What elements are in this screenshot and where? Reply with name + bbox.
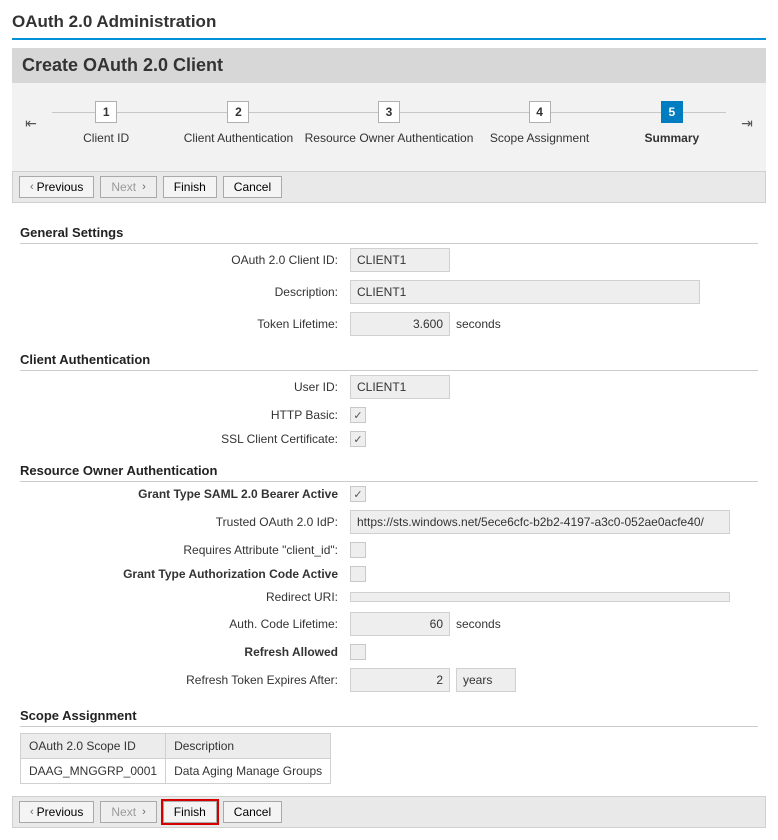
wizard-step-number: 1 xyxy=(95,101,117,123)
wizard-step-2[interactable]: 2 Client Authentication xyxy=(172,101,304,145)
section-scope-assignment: Scope Assignment xyxy=(20,702,758,727)
toolbar-top: ‹Previous Next › Finish Cancel xyxy=(12,171,766,203)
wizard-step-4[interactable]: 4 Scope Assignment xyxy=(473,101,605,145)
wizard-step-label: Client Authentication xyxy=(184,131,293,145)
wizard-step-label: Summary xyxy=(645,131,700,145)
title-underline xyxy=(12,38,766,40)
label-redirect-uri: Redirect URI: xyxy=(20,590,350,604)
chevron-right-icon: › xyxy=(139,181,146,193)
previous-button-bottom[interactable]: ‹Previous xyxy=(19,801,94,823)
finish-button-bottom[interactable]: Finish xyxy=(163,801,217,823)
value-token-lifetime: 3.600 xyxy=(350,312,450,336)
wizard-step-number: 5 xyxy=(661,101,683,123)
next-button-bottom: Next › xyxy=(100,801,156,823)
value-refresh-expires: 2 xyxy=(350,668,450,692)
label-saml-bearer: Grant Type SAML 2.0 Bearer Active xyxy=(20,487,350,501)
section-client-authentication: Client Authentication xyxy=(20,346,758,371)
unit-token-lifetime: seconds xyxy=(456,317,501,331)
previous-button[interactable]: ‹Previous xyxy=(19,176,94,198)
table-cell: Data Aging Manage Groups xyxy=(166,759,331,784)
table-cell: DAAG_MNGGRP_0001 xyxy=(21,759,166,784)
checkbox-refresh-allowed xyxy=(350,644,366,660)
toolbar-bottom: ‹Previous Next › Finish Cancel xyxy=(12,796,766,828)
wizard-step-number: 4 xyxy=(529,101,551,123)
table-header: OAuth 2.0 Scope ID xyxy=(21,734,166,759)
scope-table: OAuth 2.0 Scope IDDescription DAAG_MNGGR… xyxy=(20,733,331,784)
value-redirect-uri xyxy=(350,592,730,602)
finish-button[interactable]: Finish xyxy=(163,176,217,198)
checkbox-saml-bearer: ✓ xyxy=(350,486,366,502)
chevron-right-icon: › xyxy=(139,806,146,818)
wizard-step-label: Client ID xyxy=(83,131,129,145)
cancel-button[interactable]: Cancel xyxy=(223,176,282,198)
panel-header: Create OAuth 2.0 Client xyxy=(12,48,766,83)
section-resource-owner-auth: Resource Owner Authentication xyxy=(20,457,758,482)
chevron-left-icon: ‹ xyxy=(30,806,34,818)
checkbox-http-basic: ✓ xyxy=(350,407,366,423)
value-user-id: CLIENT1 xyxy=(350,375,450,399)
wizard-start-icon: ⇤ xyxy=(22,115,40,132)
label-auth-code-active: Grant Type Authorization Code Active xyxy=(20,567,350,581)
wizard-roadmap: ⇤ 1 Client ID 2 Client Authentication 3 Resou… xyxy=(12,83,766,171)
wizard-step-1[interactable]: 1 Client ID xyxy=(40,101,172,145)
checkbox-ssl-cert: ✓ xyxy=(350,431,366,447)
label-refresh-expires: Refresh Token Expires After: xyxy=(20,673,350,687)
wizard-step-number: 2 xyxy=(227,101,249,123)
unit-refresh-expires: years xyxy=(456,668,516,692)
content-area: General Settings OAuth 2.0 Client ID: CL… xyxy=(12,203,766,788)
cancel-button-bottom[interactable]: Cancel xyxy=(223,801,282,823)
label-description: Description: xyxy=(20,285,350,299)
wizard-step-label: Scope Assignment xyxy=(490,131,589,145)
wizard-end-icon: ⇥ xyxy=(738,115,756,132)
label-ssl-cert: SSL Client Certificate: xyxy=(20,432,350,446)
label-http-basic: HTTP Basic: xyxy=(20,408,350,422)
checkbox-auth-code-active xyxy=(350,566,366,582)
value-trusted-idp: https://sts.windows.net/5ece6cfc-b2b2-41… xyxy=(350,510,730,534)
label-user-id: User ID: xyxy=(20,380,350,394)
table-header: Description xyxy=(166,734,331,759)
label-authcode-lifetime: Auth. Code Lifetime: xyxy=(20,617,350,631)
label-refresh-allowed: Refresh Allowed xyxy=(20,645,350,659)
page-title: OAuth 2.0 Administration xyxy=(12,12,766,38)
label-client-id: OAuth 2.0 Client ID: xyxy=(20,253,350,267)
wizard-step-label: Resource Owner Authentication xyxy=(305,131,474,145)
section-general-settings: General Settings xyxy=(20,219,758,244)
checkbox-requires-client-id xyxy=(350,542,366,558)
value-description: CLIENT1 xyxy=(350,280,700,304)
label-token-lifetime: Token Lifetime: xyxy=(20,317,350,331)
wizard-step-3[interactable]: 3 Resource Owner Authentication xyxy=(305,101,474,145)
label-trusted-idp: Trusted OAuth 2.0 IdP: xyxy=(20,515,350,529)
table-row[interactable]: DAAG_MNGGRP_0001Data Aging Manage Groups xyxy=(21,759,331,784)
value-client-id: CLIENT1 xyxy=(350,248,450,272)
wizard-step-number: 3 xyxy=(378,101,400,123)
label-requires-client-id: Requires Attribute "client_id": xyxy=(20,543,350,557)
unit-authcode-lifetime: seconds xyxy=(456,617,501,631)
chevron-left-icon: ‹ xyxy=(30,181,34,193)
wizard-step-5[interactable]: 5 Summary xyxy=(606,101,738,145)
value-authcode-lifetime: 60 xyxy=(350,612,450,636)
next-button: Next › xyxy=(100,176,156,198)
